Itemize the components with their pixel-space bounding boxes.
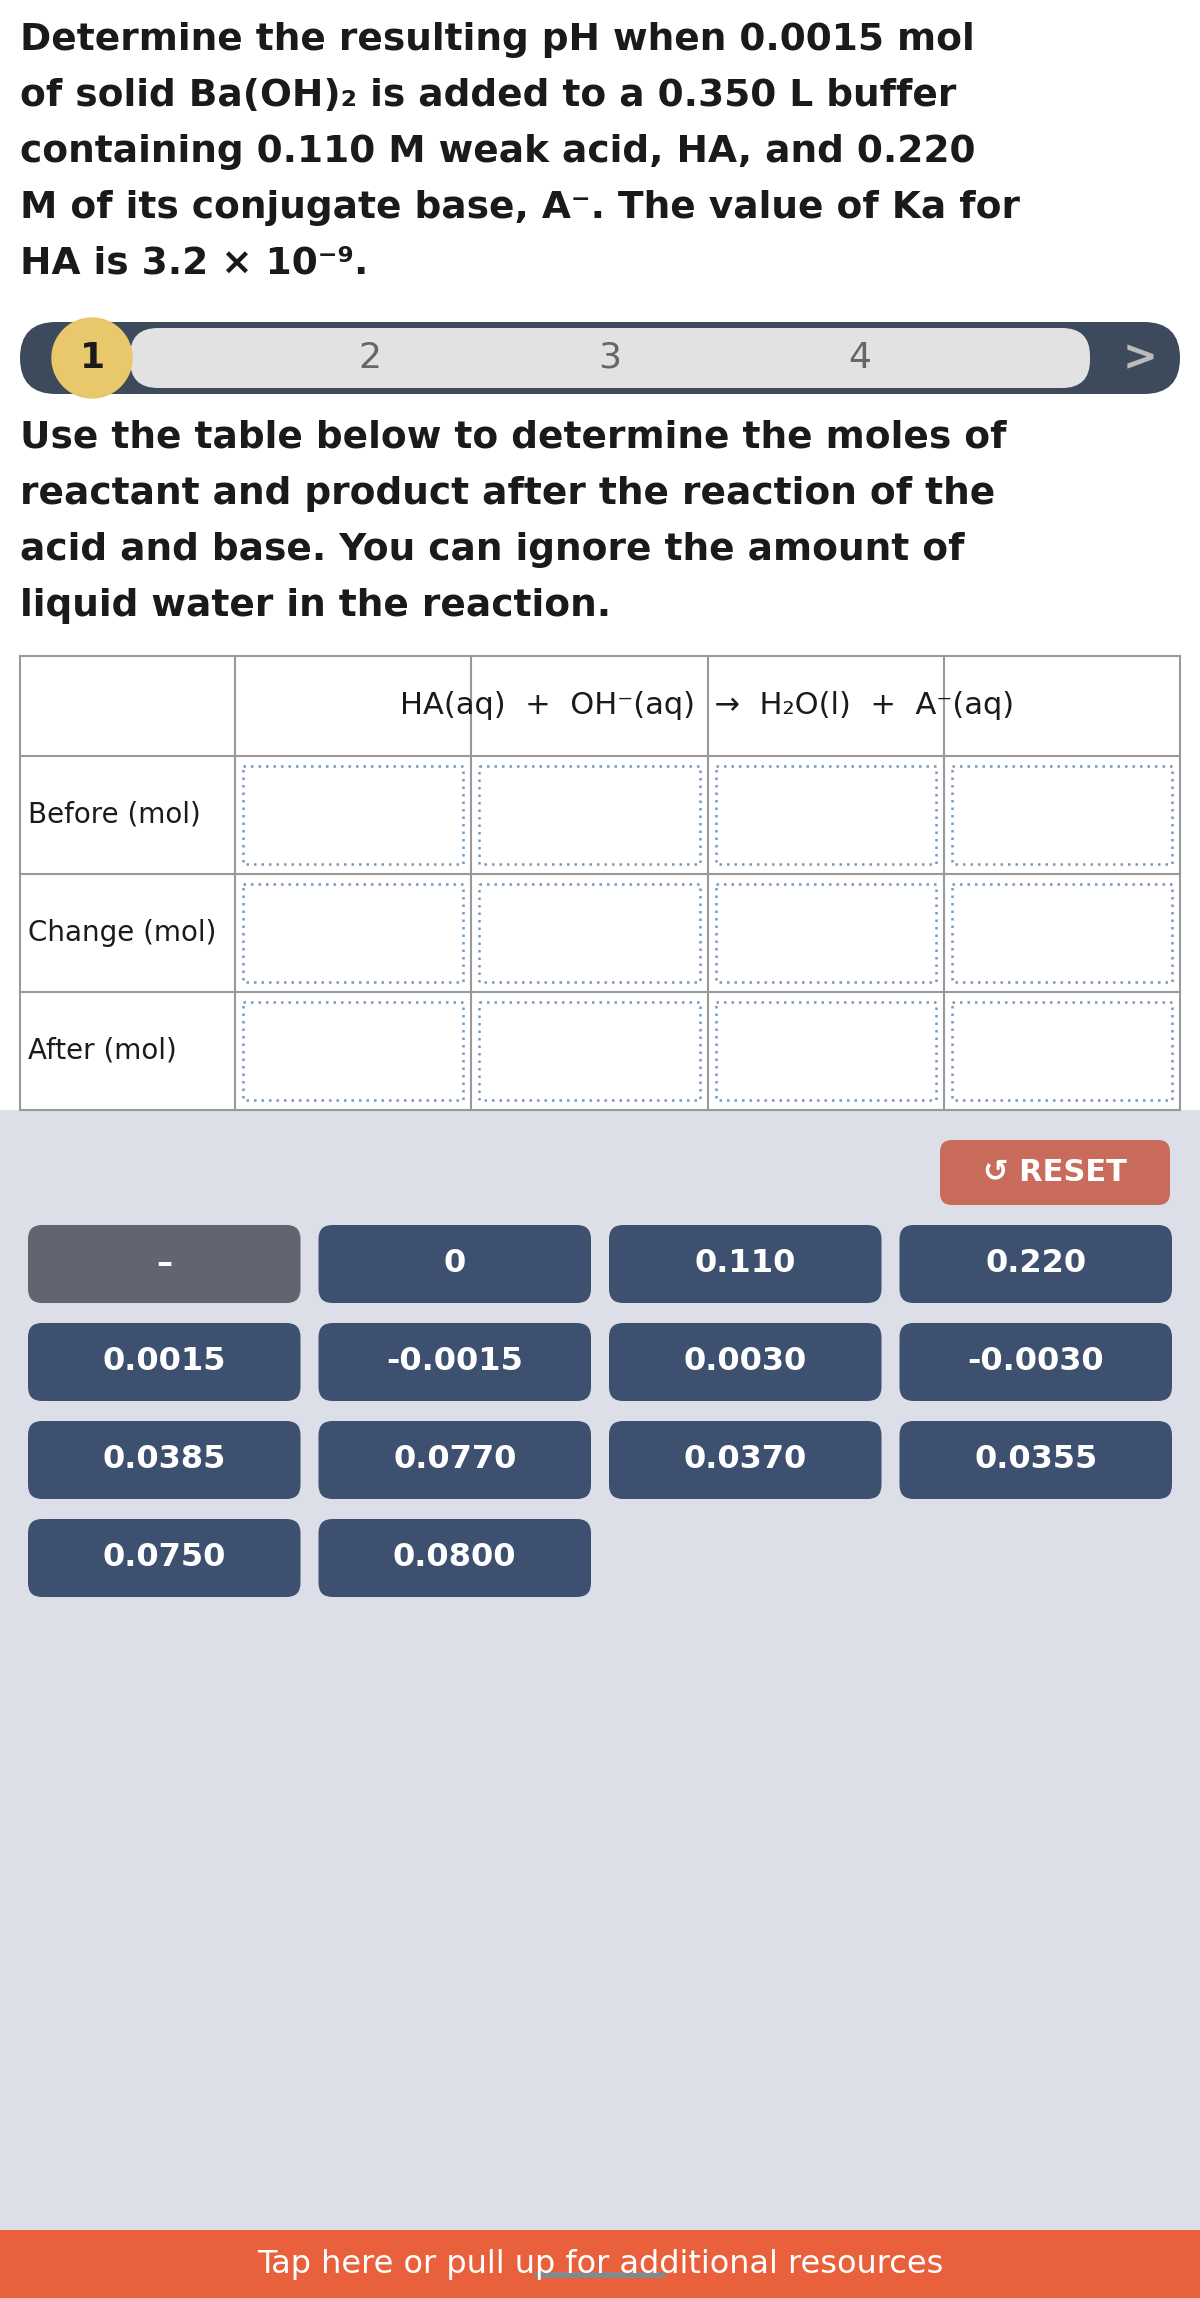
FancyBboxPatch shape xyxy=(130,329,1090,388)
FancyBboxPatch shape xyxy=(28,1324,300,1402)
Text: 0.0385: 0.0385 xyxy=(102,1445,226,1475)
FancyBboxPatch shape xyxy=(610,1324,882,1402)
Text: Use the table below to determine the moles of: Use the table below to determine the mol… xyxy=(20,421,1007,455)
Bar xyxy=(479,765,700,864)
Text: After (mol): After (mol) xyxy=(28,1036,176,1064)
Bar xyxy=(715,885,936,981)
Bar xyxy=(479,1002,700,1101)
Text: ↺ RESET: ↺ RESET xyxy=(983,1158,1127,1188)
FancyBboxPatch shape xyxy=(318,1225,592,1303)
Text: 0.220: 0.220 xyxy=(985,1248,1086,1280)
FancyBboxPatch shape xyxy=(20,322,1180,393)
FancyBboxPatch shape xyxy=(900,1225,1172,1303)
Bar xyxy=(242,1002,463,1101)
Text: –: – xyxy=(156,1248,173,1280)
FancyBboxPatch shape xyxy=(610,1225,882,1303)
Bar xyxy=(952,1002,1172,1101)
Text: containing 0.110 M weak acid, HA, and 0.220: containing 0.110 M weak acid, HA, and 0.… xyxy=(20,133,976,170)
Bar xyxy=(479,885,700,981)
Text: 0.0370: 0.0370 xyxy=(684,1445,806,1475)
FancyBboxPatch shape xyxy=(318,1324,592,1402)
Bar xyxy=(715,765,936,864)
Bar xyxy=(535,2273,665,2277)
FancyBboxPatch shape xyxy=(900,1420,1172,1498)
Text: -0.0030: -0.0030 xyxy=(967,1347,1104,1377)
Bar xyxy=(242,885,463,981)
Text: 0.110: 0.110 xyxy=(695,1248,796,1280)
Text: 3: 3 xyxy=(599,340,622,375)
FancyBboxPatch shape xyxy=(318,1420,592,1498)
FancyBboxPatch shape xyxy=(940,1140,1170,1204)
Text: Before (mol): Before (mol) xyxy=(28,802,200,830)
FancyBboxPatch shape xyxy=(900,1324,1172,1402)
Text: 0.0770: 0.0770 xyxy=(394,1445,516,1475)
Bar xyxy=(952,765,1172,864)
Text: HA is 3.2 × 10⁻⁹.: HA is 3.2 × 10⁻⁹. xyxy=(20,246,368,283)
Text: liquid water in the reaction.: liquid water in the reaction. xyxy=(20,588,611,625)
Text: 0.0800: 0.0800 xyxy=(394,1542,516,1574)
Circle shape xyxy=(52,317,132,398)
Text: 0: 0 xyxy=(444,1248,466,1280)
FancyBboxPatch shape xyxy=(318,1519,592,1597)
Bar xyxy=(0,1110,1200,2229)
FancyBboxPatch shape xyxy=(610,1420,882,1498)
Text: Determine the resulting pH when 0.0015 mol: Determine the resulting pH when 0.0015 m… xyxy=(20,23,974,57)
FancyBboxPatch shape xyxy=(28,1519,300,1597)
Text: 0.0015: 0.0015 xyxy=(102,1347,226,1377)
Text: HA(aq)  +  OH⁻(aq)  →  H₂O(l)  +  A⁻(aq): HA(aq) + OH⁻(aq) → H₂O(l) + A⁻(aq) xyxy=(401,692,1014,722)
Text: -0.0015: -0.0015 xyxy=(386,1347,523,1377)
Text: Change (mol): Change (mol) xyxy=(28,919,216,947)
Text: 0.0355: 0.0355 xyxy=(974,1445,1097,1475)
Text: 0.0750: 0.0750 xyxy=(102,1542,226,1574)
Text: of solid Ba(OH)₂ is added to a 0.350 L buffer: of solid Ba(OH)₂ is added to a 0.350 L b… xyxy=(20,78,956,115)
Text: reactant and product after the reaction of the: reactant and product after the reaction … xyxy=(20,476,995,512)
Bar xyxy=(0,2229,1200,2298)
Bar xyxy=(0,0,1200,1220)
Text: 0.0030: 0.0030 xyxy=(684,1347,806,1377)
Text: Tap here or pull up for additional resources: Tap here or pull up for additional resou… xyxy=(257,2247,943,2280)
Bar xyxy=(20,655,1180,1110)
Bar xyxy=(715,1002,936,1101)
Text: 4: 4 xyxy=(848,340,871,375)
Text: M of its conjugate base, A⁻. The value of Ka for: M of its conjugate base, A⁻. The value o… xyxy=(20,191,1020,225)
Text: 1: 1 xyxy=(79,340,104,375)
Text: acid and base. You can ignore the amount of: acid and base. You can ignore the amount… xyxy=(20,533,965,568)
FancyBboxPatch shape xyxy=(28,1420,300,1498)
Bar xyxy=(952,885,1172,981)
Bar xyxy=(242,765,463,864)
FancyBboxPatch shape xyxy=(28,1225,300,1303)
Text: >: > xyxy=(1122,338,1158,379)
Text: 2: 2 xyxy=(359,340,382,375)
